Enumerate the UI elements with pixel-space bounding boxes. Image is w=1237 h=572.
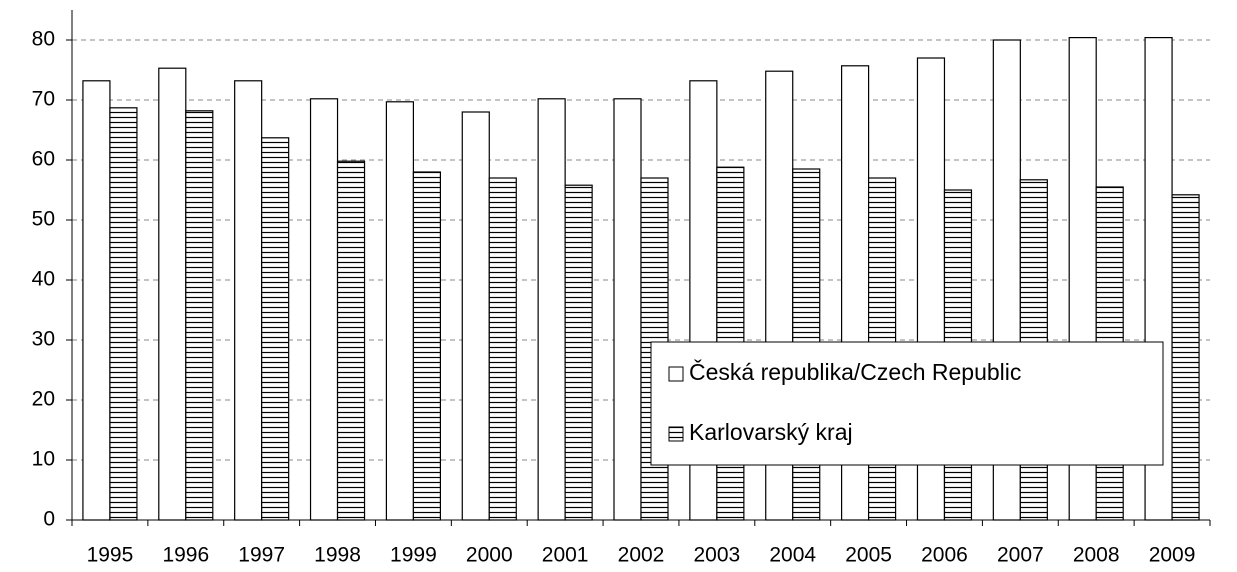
y-tick-label: 30	[32, 328, 55, 351]
x-tick-label: 2004	[769, 544, 816, 567]
bar	[309, 98, 339, 521]
bar	[158, 67, 187, 521]
bar	[461, 111, 490, 521]
legend-label: Česká republika/Czech Republic	[689, 358, 1021, 385]
x-tick-label: 1996	[162, 544, 209, 567]
x-tick-label: 1995	[87, 544, 134, 567]
bar	[185, 110, 214, 521]
x-tick-label: 1998	[314, 544, 361, 567]
bar	[488, 177, 517, 521]
bar	[234, 80, 263, 521]
y-tick-label: 80	[32, 28, 55, 51]
legend-box	[650, 341, 1164, 466]
x-tick-label: 2000	[466, 544, 513, 567]
x-tick-label: 2002	[618, 544, 665, 567]
bar	[613, 98, 642, 521]
y-tick-label: 0	[43, 508, 55, 531]
legend-label: Karlovarský kraj	[689, 419, 853, 445]
x-tick-label: 2001	[542, 544, 589, 567]
bar	[82, 80, 111, 521]
y-tick-label: 20	[32, 388, 55, 411]
x-tick-label: 1999	[390, 544, 437, 567]
y-tick-label: 50	[32, 208, 55, 231]
x-tick-label: 2003	[694, 544, 741, 567]
legend-swatch	[668, 366, 684, 382]
bar	[261, 137, 290, 521]
bar	[385, 101, 414, 521]
bar	[1171, 194, 1200, 521]
y-tick-label: 60	[32, 148, 55, 171]
x-tick-label: 2005	[845, 544, 892, 567]
bar	[412, 171, 441, 521]
bar	[537, 98, 566, 521]
bar	[109, 107, 138, 521]
y-tick-label: 70	[32, 88, 55, 111]
bar	[564, 184, 593, 521]
x-tick-label: 2007	[997, 544, 1044, 567]
bar	[336, 160, 366, 521]
x-tick-label: 2009	[1149, 544, 1196, 567]
x-tick-label: 2008	[1073, 544, 1120, 567]
y-tick-label: 40	[32, 268, 55, 291]
legend-swatch	[668, 426, 684, 442]
x-tick-label: 1997	[238, 544, 285, 567]
x-tick-label: 2006	[921, 544, 968, 567]
y-tick-label: 10	[32, 448, 55, 471]
